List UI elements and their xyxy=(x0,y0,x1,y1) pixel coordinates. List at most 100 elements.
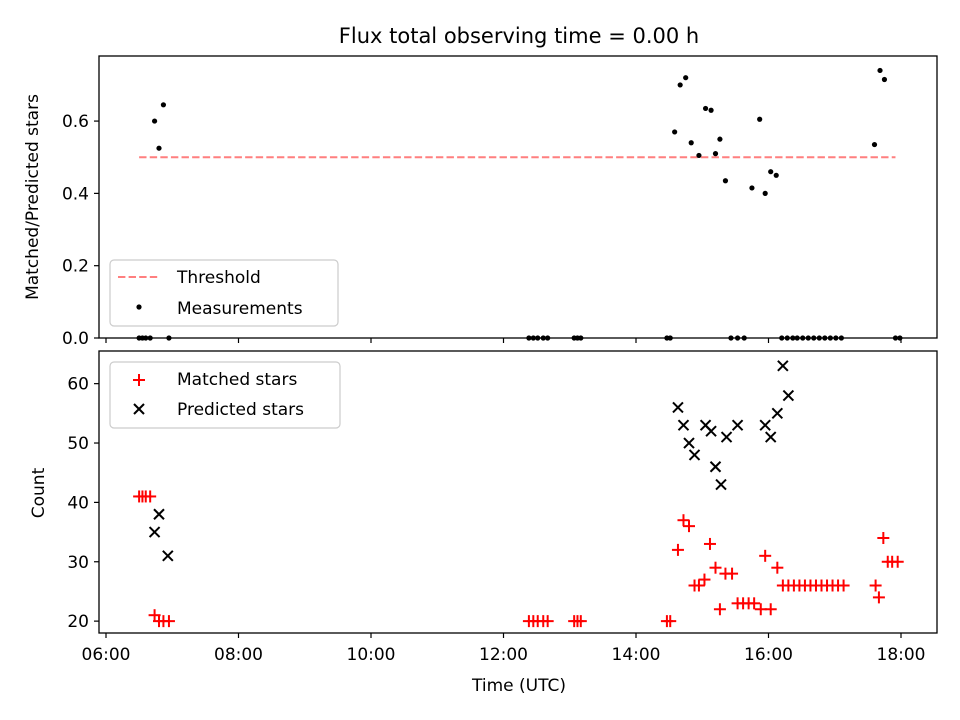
predicted-star-point xyxy=(162,550,174,562)
ratio-y-tick-label: 0.2 xyxy=(62,257,89,277)
measurement-point xyxy=(749,185,755,191)
predicted-star-point xyxy=(688,449,701,461)
legend-matched-label: Matched stars xyxy=(177,370,297,390)
legend-matched-swatch xyxy=(133,374,145,386)
matched-star-point xyxy=(872,591,885,604)
measurement-point xyxy=(757,116,763,122)
count-legend-box xyxy=(109,361,341,429)
measurement-point xyxy=(160,102,167,108)
count-y-tick-label: 60 xyxy=(67,375,89,395)
matched-star-point xyxy=(541,615,554,628)
legend-predicted-label: Predicted stars xyxy=(177,400,304,420)
ratio-y-tick-label: 0.6 xyxy=(62,112,89,132)
x-tick-label: 18:00 xyxy=(877,645,926,665)
count-y-tick-label: 30 xyxy=(67,553,89,573)
measurement-point xyxy=(768,169,774,175)
count-panel-frame xyxy=(98,350,938,634)
matched-star-point xyxy=(759,549,772,562)
predicted-star-point xyxy=(759,419,771,431)
x-tick-label: 14:00 xyxy=(612,645,661,665)
measurement-point xyxy=(708,107,714,113)
matched-star-point xyxy=(869,579,882,592)
ratio-y-axis-label: Matched/Predicted stars xyxy=(23,94,43,300)
ratio-panel: 0.0 0.2 0.4 0.6 Matched/Predicted stars Thr… xyxy=(23,55,938,349)
matched-star-point xyxy=(671,543,684,556)
ratio-legend: Threshold Measurements xyxy=(109,259,339,327)
measurement-point xyxy=(677,82,683,88)
matched-star-point xyxy=(748,597,761,610)
matched-star-point xyxy=(162,615,175,628)
measurement-point xyxy=(877,67,883,74)
x-tick-label: 12:00 xyxy=(479,645,528,665)
legend-measurements-swatch xyxy=(136,304,142,310)
predicted-star-point xyxy=(677,419,690,431)
matched-star-point xyxy=(692,579,705,592)
measurement-point xyxy=(773,172,779,178)
count-marks xyxy=(133,360,904,628)
ratio-x-ticks xyxy=(105,338,902,343)
predicted-star-point xyxy=(153,508,165,520)
count-y-tick-label: 50 xyxy=(67,434,89,454)
matched-star-point xyxy=(891,555,904,568)
measurement-point xyxy=(683,75,689,81)
ratio-legend-box xyxy=(109,259,339,327)
x-axis-label: Time (UTC) xyxy=(471,676,566,696)
count-y-axis-label: Count xyxy=(29,467,49,518)
predicted-star-point xyxy=(771,407,784,420)
predicted-star-point xyxy=(782,389,795,402)
x-tick-label: 08:00 xyxy=(214,645,263,665)
matched-star-point xyxy=(877,532,890,545)
legend-measurements-label: Measurements xyxy=(177,299,303,319)
measurement-point xyxy=(871,141,878,148)
ratio-y-tick-label: 0.4 xyxy=(62,184,89,204)
matched-star-point xyxy=(574,615,587,628)
measurement-point xyxy=(672,129,678,135)
count-panel: 20 30 40 50 60 06:00 08:00 10:00 12:00 14:00 16:0… xyxy=(29,350,938,696)
chart-title: Flux total observing time = 0.00 h xyxy=(339,24,699,48)
count-legend: Matched stars Predicted stars xyxy=(109,361,341,429)
predicted-star-point xyxy=(672,401,684,414)
count-y-tick-label: 20 xyxy=(67,612,89,632)
count-y-tick-label: 40 xyxy=(67,493,89,513)
measurement-point xyxy=(156,145,162,151)
matched-star-point xyxy=(677,514,690,527)
measurement-point xyxy=(702,105,709,112)
predicted-star-point xyxy=(765,431,777,443)
matched-star-point xyxy=(771,561,784,574)
matched-star-point xyxy=(726,567,739,580)
predicted-star-point xyxy=(731,419,744,431)
matched-star-point xyxy=(683,520,695,533)
predicted-star-point xyxy=(705,425,717,437)
predicted-star-point xyxy=(715,478,727,491)
measurement-point xyxy=(688,140,694,146)
ratio-y-tick-label: 0.0 xyxy=(62,329,89,349)
ratio-panel-frame xyxy=(98,55,938,339)
measurement-point xyxy=(696,152,702,159)
ratio-y-ticks: 0.0 0.2 0.4 0.6 xyxy=(62,112,99,349)
measurement-point xyxy=(151,118,158,124)
count-y-ticks: 20 30 40 50 60 xyxy=(67,375,99,632)
x-tick-label: 16:00 xyxy=(744,645,793,665)
matched-star-point xyxy=(837,579,850,592)
legend-threshold-label: Threshold xyxy=(176,268,261,288)
count-x-ticks: 06:00 08:00 10:00 12:00 14:00 16:00 18:00 xyxy=(82,633,926,665)
predicted-star-point xyxy=(720,431,733,443)
measurement-point xyxy=(722,178,729,184)
measurement-point xyxy=(762,190,768,196)
matched-star-point xyxy=(713,603,726,616)
matched-star-point xyxy=(703,537,716,550)
x-tick-label: 06:00 xyxy=(82,645,131,665)
matched-star-point xyxy=(698,573,711,586)
x-tick-label: 10:00 xyxy=(347,645,396,665)
measurement-point xyxy=(881,76,888,83)
matched-star-point xyxy=(664,615,677,628)
predicted-star-point xyxy=(683,437,695,449)
matched-star-point xyxy=(144,490,157,503)
predicted-star-point xyxy=(777,360,789,372)
legend-predicted-swatch xyxy=(133,403,145,415)
matched-star-point xyxy=(709,561,722,574)
predicted-star-point xyxy=(148,526,161,538)
matched-star-point xyxy=(764,603,777,616)
predicted-star-point xyxy=(709,461,722,473)
